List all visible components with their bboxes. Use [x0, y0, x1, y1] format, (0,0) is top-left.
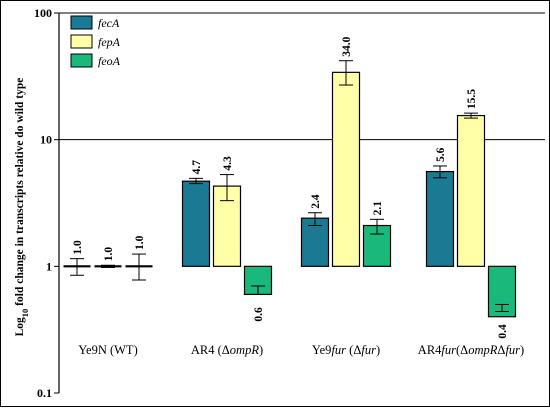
data-label: 0.6	[253, 307, 265, 322]
bar-fecA-ar4	[181, 180, 211, 267]
legend-label-fepA: fepA	[98, 35, 121, 49]
data-label: 4.7	[191, 160, 203, 175]
data-label: 1.0	[134, 235, 146, 250]
data-label: 1.0	[103, 247, 115, 262]
y-axis-label: Log10 fold change in transcripts relativ…	[14, 78, 30, 337]
category-label-ye9n: Ye9N (WT)	[78, 343, 138, 357]
legend-swatch-fecA	[70, 15, 93, 30]
data-label: 15.5	[466, 89, 478, 109]
category-label-ye9fur: Ye9fur (Δfur)	[312, 343, 380, 357]
legend-label-fecA: fecA	[98, 16, 120, 30]
y-tick-label: 1	[46, 259, 52, 273]
data-label: 1.0	[72, 240, 84, 255]
legend-label-feoA: feoA	[98, 54, 121, 68]
y-tick-label: 100	[34, 6, 52, 20]
data-label: 2.1	[372, 201, 384, 216]
bar-fecA-ar4fur	[425, 170, 455, 267]
y-tick-label: 0.1	[37, 386, 52, 400]
bar-fepA-ar4fur	[456, 114, 486, 267]
data-label: 34.0	[341, 36, 353, 56]
legend-swatch-fepA	[70, 34, 93, 49]
data-label: 4.3	[222, 156, 234, 171]
bar-feoA-ar4fur	[487, 265, 517, 318]
data-label: 5.6	[435, 147, 447, 162]
category-label-ar4fur: AR4fur(ΔompRΔfur)	[418, 343, 524, 357]
bar-fecA-ye9fur	[300, 217, 330, 267]
legend-swatch-feoA	[70, 53, 93, 68]
data-label: 2.4	[310, 194, 322, 209]
category-label-ar4: AR4 (ΔompR)	[191, 343, 263, 357]
bar-fepA-ye9fur	[331, 71, 361, 267]
data-label: 0.4	[497, 324, 509, 339]
y-tick-label: 10	[40, 133, 52, 147]
